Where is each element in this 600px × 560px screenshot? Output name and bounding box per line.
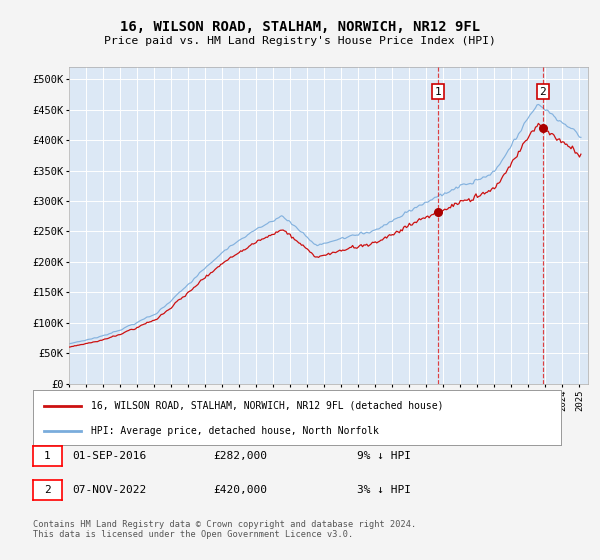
Text: 07-NOV-2022: 07-NOV-2022 bbox=[72, 485, 146, 495]
Text: 1: 1 bbox=[434, 87, 441, 96]
Text: 2: 2 bbox=[539, 87, 546, 96]
Text: 01-SEP-2016: 01-SEP-2016 bbox=[72, 451, 146, 461]
Text: 9% ↓ HPI: 9% ↓ HPI bbox=[357, 451, 411, 461]
Text: £282,000: £282,000 bbox=[213, 451, 267, 461]
Text: Price paid vs. HM Land Registry's House Price Index (HPI): Price paid vs. HM Land Registry's House … bbox=[104, 36, 496, 46]
Text: 2: 2 bbox=[44, 485, 51, 495]
Text: 1: 1 bbox=[44, 451, 51, 461]
Text: 16, WILSON ROAD, STALHAM, NORWICH, NR12 9FL (detached house): 16, WILSON ROAD, STALHAM, NORWICH, NR12 … bbox=[91, 401, 443, 410]
Text: HPI: Average price, detached house, North Norfolk: HPI: Average price, detached house, Nort… bbox=[91, 427, 379, 436]
Text: 3% ↓ HPI: 3% ↓ HPI bbox=[357, 485, 411, 495]
Text: £420,000: £420,000 bbox=[213, 485, 267, 495]
Text: 16, WILSON ROAD, STALHAM, NORWICH, NR12 9FL: 16, WILSON ROAD, STALHAM, NORWICH, NR12 … bbox=[120, 20, 480, 34]
Text: Contains HM Land Registry data © Crown copyright and database right 2024.
This d: Contains HM Land Registry data © Crown c… bbox=[33, 520, 416, 539]
